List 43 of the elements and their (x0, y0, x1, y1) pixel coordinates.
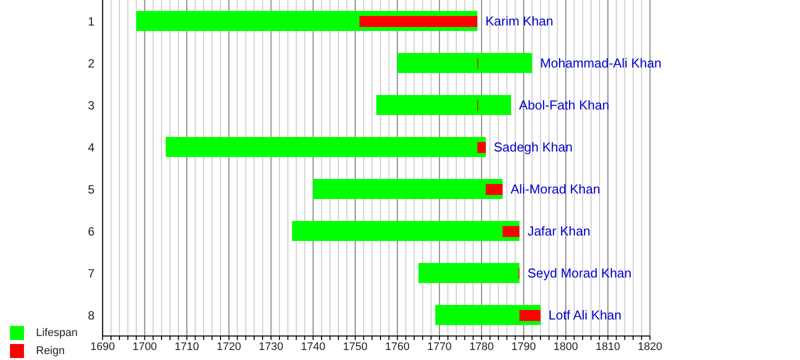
y-tick-label: 4 (88, 140, 95, 154)
annotation: Sadegh Khan (494, 140, 573, 155)
x-tick-label: 1700 (132, 340, 157, 353)
y-tick-label: 7 (88, 266, 95, 280)
y-tick-label: 1 (88, 14, 95, 28)
x-tick-label: 1780 (469, 340, 494, 353)
y-tick-label: 3 (88, 98, 95, 112)
bar (519, 310, 541, 321)
bar (376, 95, 512, 115)
y-tick-label: 8 (88, 308, 95, 322)
x-tick-label: 1740 (300, 340, 326, 353)
y-tick-label: 2 (88, 56, 95, 70)
bar (486, 184, 503, 195)
x-tick-label: 1690 (90, 340, 115, 353)
bar (397, 53, 532, 73)
x-tick-label: 1710 (174, 340, 200, 353)
x-tick-label: 1790 (511, 340, 536, 353)
x-tick-label: 1750 (343, 340, 368, 353)
annotation: Jafar Khan (527, 224, 590, 239)
bar (166, 137, 486, 157)
x-tick-label: 1730 (258, 340, 284, 353)
bar (418, 263, 520, 283)
bar (313, 179, 503, 199)
legend-label: Lifespan (36, 327, 78, 339)
annotation: Karim Khan (485, 14, 554, 29)
bar (477, 142, 486, 153)
x-tick-label: 1770 (427, 340, 452, 353)
annotation: Seyd Morad Khan (527, 266, 632, 281)
bar (359, 16, 478, 27)
x-tick-label: 1810 (596, 340, 620, 353)
annotation: Mohammad-Ali Khan (540, 56, 662, 71)
annotation: Ali-Morad Khan (510, 182, 600, 197)
x-tick-label: 1720 (216, 340, 242, 353)
x-tick-label: 1820 (638, 340, 662, 353)
x-tick-label: 1800 (554, 340, 578, 353)
bar (292, 221, 520, 241)
legend-label: Reign (36, 345, 65, 357)
y-tick-label: 6 (88, 224, 95, 238)
x-tick-label: 1760 (385, 340, 410, 353)
bar (502, 226, 520, 237)
annotation: Abol-Fath Khan (519, 98, 610, 113)
annotation: Lotf Ali Khan (548, 308, 622, 323)
y-tick-label: 5 (88, 182, 95, 196)
